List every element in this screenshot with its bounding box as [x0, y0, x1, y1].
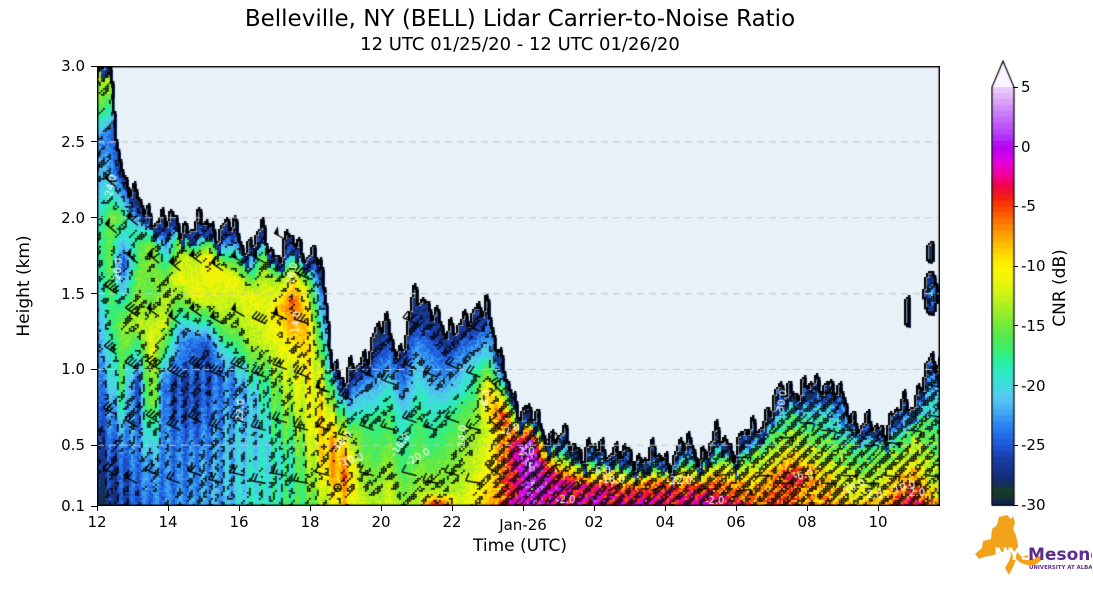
colorbar-tick-label: -20	[1021, 376, 1046, 395]
colorbar-tick-mark	[1013, 385, 1018, 387]
colorbar-tick-label: -5	[1021, 197, 1036, 216]
colorbar-tick-label: 5	[1021, 78, 1031, 96]
x-tick-mark	[451, 506, 453, 511]
y-tick-label: 2.5	[61, 132, 85, 151]
logo-nys-text: NYS	[994, 545, 1033, 565]
x-tick-mark	[380, 506, 382, 511]
y-tick-mark	[91, 505, 97, 507]
x-tick-label: 14	[158, 513, 178, 531]
y-tick-label: 3.0	[61, 57, 85, 75]
x-tick-mark	[309, 506, 311, 511]
x-tick-mark	[238, 506, 240, 511]
x-tick-label: 12	[87, 513, 107, 531]
y-tick-label: 0.5	[61, 436, 85, 455]
x-tick-mark	[664, 506, 666, 511]
colorbar-tick-label: -15	[1021, 316, 1046, 335]
colorbar-tick-mark	[1013, 146, 1018, 148]
y-tick-label: 2.0	[61, 208, 85, 227]
x-tick-label: 18	[300, 513, 320, 531]
colorbar-label: CNR (dB)	[1050, 249, 1070, 327]
x-tick-label: 04	[655, 513, 675, 531]
colorbar-tick-mark	[1013, 265, 1018, 267]
colorbar-tick-mark	[1013, 86, 1018, 88]
chart-title: Belleville, NY (BELL) Lidar Carrier-to-N…	[244, 6, 796, 32]
x-tick-mark	[522, 506, 524, 511]
colorbar-tick-mark	[1013, 205, 1018, 207]
nys-mesonet-logo: NYS Mesonet UNIVERSITY AT ALBANY	[975, 515, 1092, 575]
y-tick-label: 1.5	[61, 284, 85, 303]
chart-subtitle: 12 UTC 01/25/20 - 12 UTC 01/26/20	[360, 34, 680, 55]
x-tick-mark	[167, 506, 169, 511]
ny-state-shape	[975, 515, 1043, 575]
colorbar-tick-label: 0	[1021, 137, 1031, 156]
colorbar-tick-label: -30	[1021, 496, 1046, 514]
logo-mesonet-text: Mesonet	[1028, 545, 1092, 565]
heatmap-canvas	[97, 66, 940, 506]
x-tick-mark	[593, 506, 595, 511]
x-tick-label: 22	[442, 513, 462, 531]
colorbar-tick-label: -10	[1021, 257, 1046, 276]
x-tick-label: 08	[797, 513, 817, 531]
x-tick-label: Jan-26	[499, 516, 547, 534]
y-axis-label: Height (km)	[14, 235, 34, 337]
x-tick-label: 10	[868, 513, 888, 531]
x-tick-label: 16	[229, 513, 249, 531]
x-tick-label: 20	[371, 513, 391, 531]
x-tick-label: 02	[584, 513, 604, 531]
colorbar-tick-label: -25	[1021, 436, 1046, 455]
x-tick-mark	[806, 506, 808, 511]
y-tick-mark	[91, 293, 97, 295]
x-tick-mark	[877, 506, 879, 511]
x-axis-label: Time (UTC)	[473, 536, 567, 556]
y-tick-mark	[91, 65, 97, 67]
colorbar-canvas	[991, 59, 1017, 507]
y-tick-mark	[91, 141, 97, 143]
y-tick-mark	[91, 368, 97, 370]
x-tick-label: 06	[726, 513, 746, 531]
colorbar-tick-mark	[1013, 444, 1018, 446]
logo-sub-text: UNIVERSITY AT ALBANY	[1029, 565, 1092, 571]
x-tick-mark	[735, 506, 737, 511]
x-tick-mark	[96, 506, 98, 511]
y-tick-mark	[91, 444, 97, 446]
y-tick-label: 1.0	[61, 360, 85, 379]
y-tick-mark	[91, 217, 97, 219]
y-tick-label: 0.1	[61, 497, 85, 515]
colorbar-tick-mark	[1013, 325, 1018, 327]
colorbar-tick-mark	[1013, 504, 1018, 506]
